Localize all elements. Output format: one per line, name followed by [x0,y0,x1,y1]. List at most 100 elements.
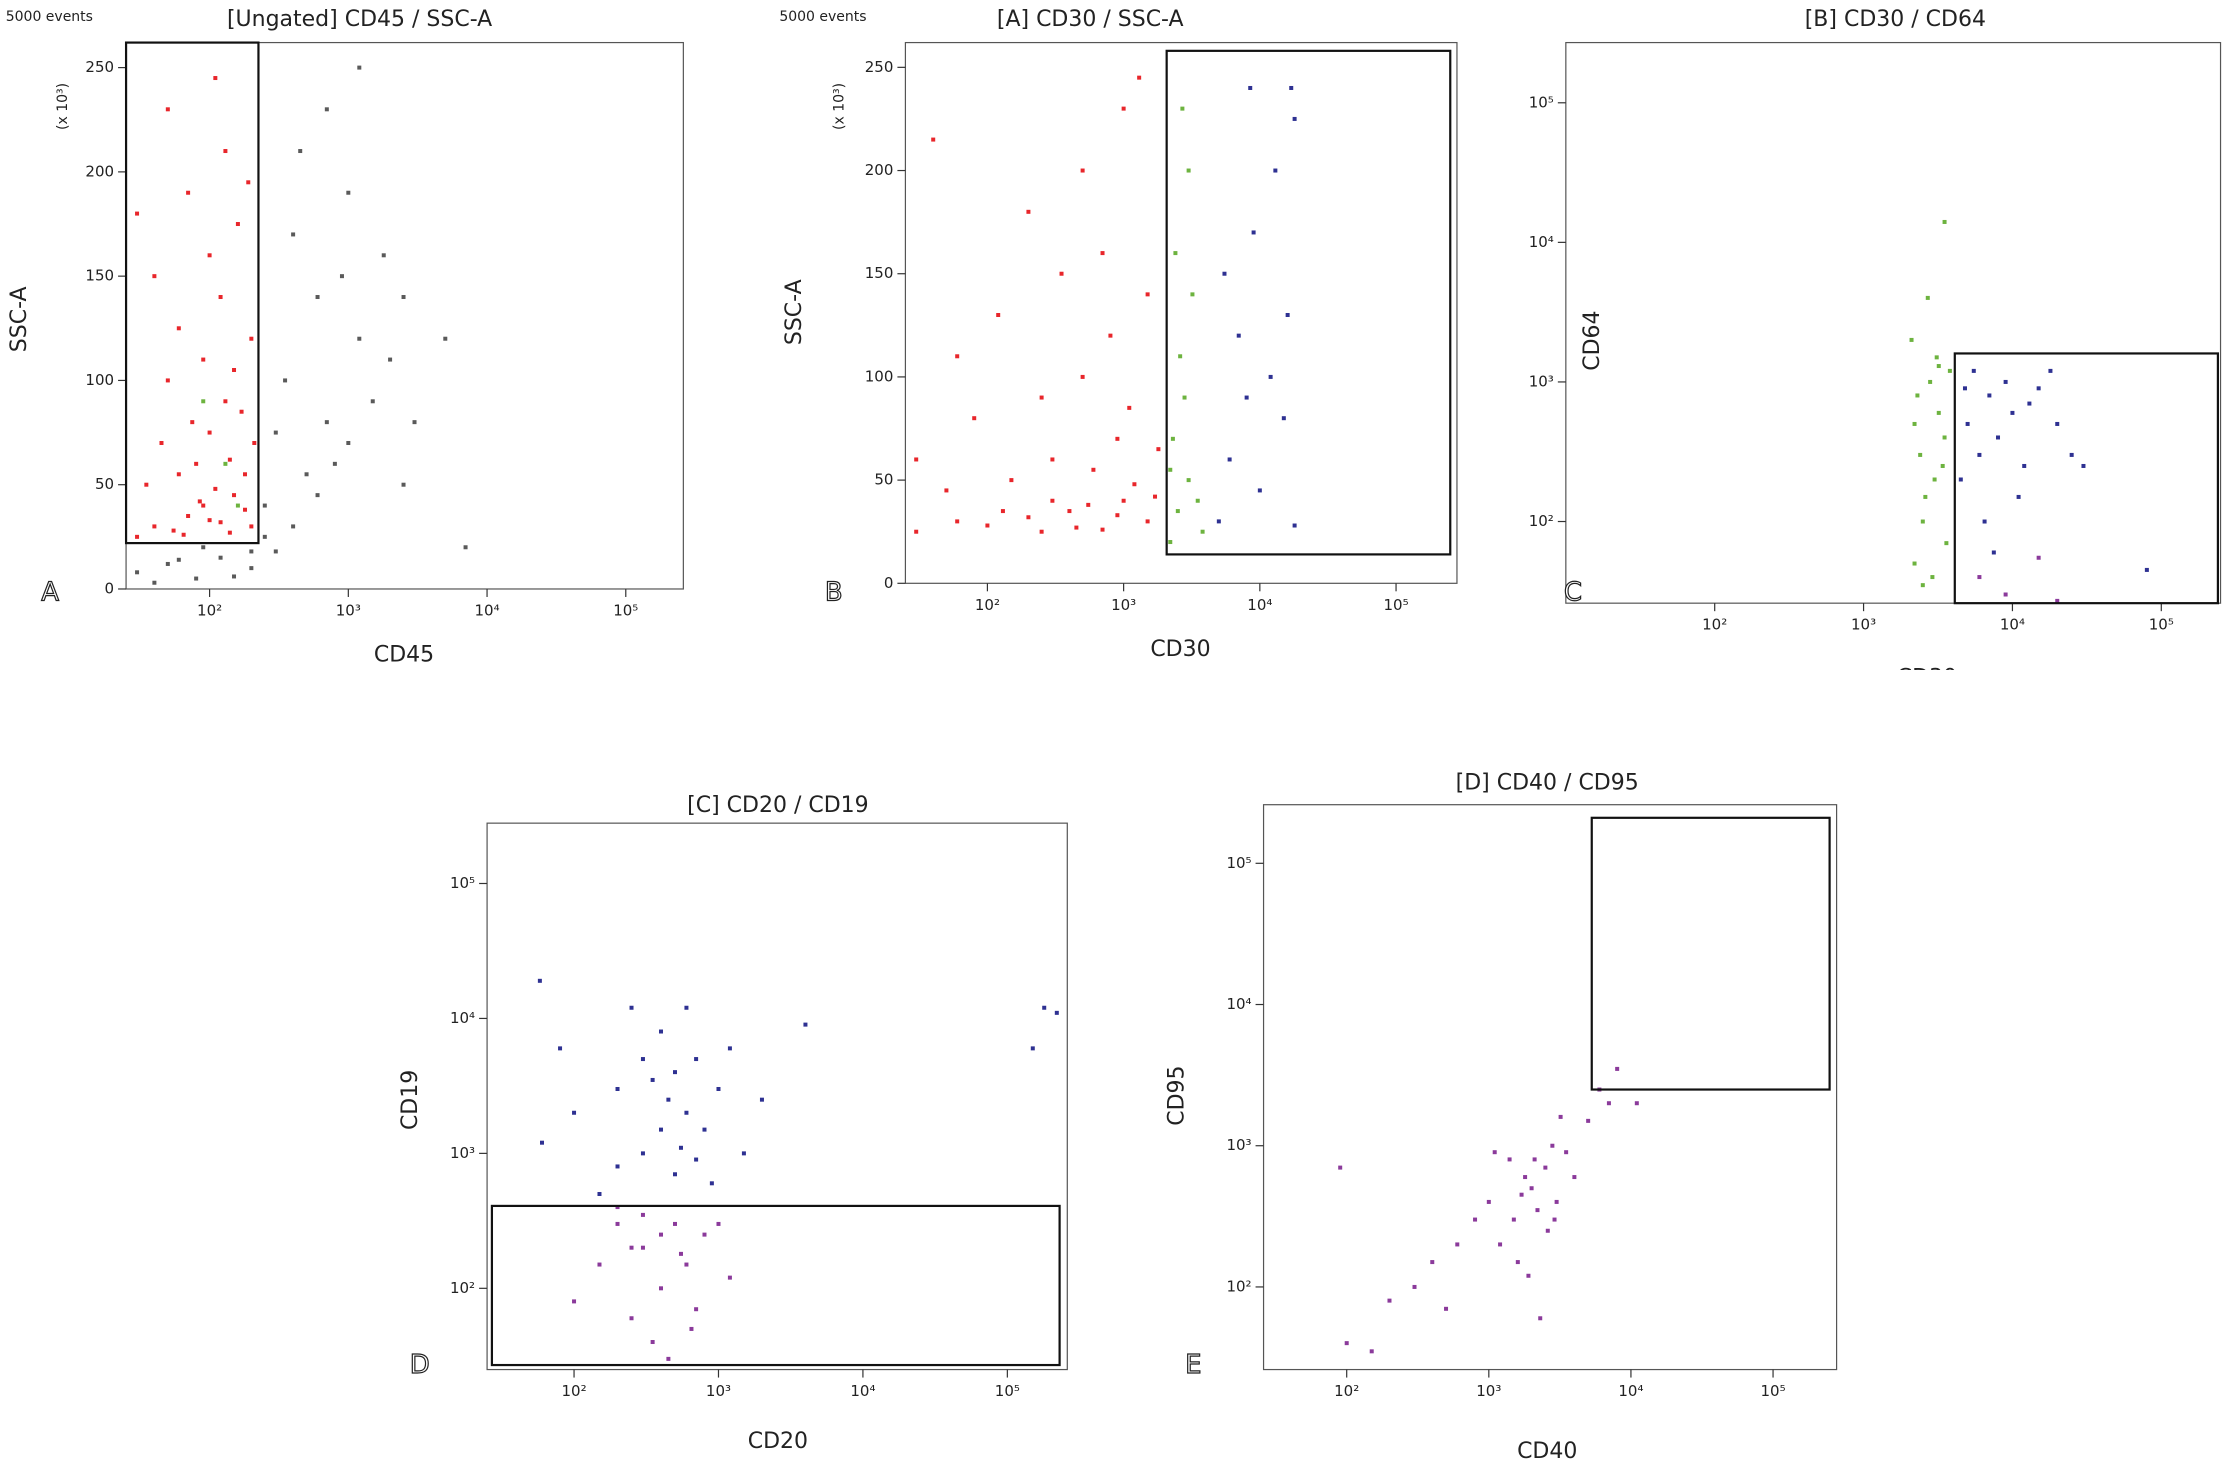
x-tick-label: 10⁴ [2000,616,2025,634]
event-dot [1268,374,1273,379]
event-dot [235,222,240,227]
y-tick-label: 250 [865,58,894,76]
y-tick-label: 0 [884,574,894,592]
x-tick-label: 10² [1702,616,1727,634]
event-dot [218,555,223,560]
event-dot [1543,1165,1548,1170]
event-dot [1634,1101,1639,1106]
y-tick-label: 10⁴ [1226,995,1251,1013]
event-dot [235,503,240,508]
event-dot [213,486,218,491]
event-dot [1200,529,1205,534]
event-dot [1971,368,1976,373]
event-dot [537,978,542,983]
event-dot [2036,555,2041,560]
x-tick-label: 10³ [1851,616,1876,634]
x-tick-label: 10² [975,596,1000,614]
y-tick-label: 0 [105,579,115,597]
event-dot [232,574,237,579]
event-dot [165,107,170,112]
event-dot [1532,1157,1537,1162]
event-dot [1244,395,1249,400]
event-dot [629,1005,634,1010]
event-dot [1050,457,1055,462]
event-dot [1473,1217,1478,1222]
event-dot [252,440,257,445]
event-dot [463,545,468,550]
event-dot [443,336,448,341]
event-dot [1170,436,1175,441]
event-dot [1958,477,1963,482]
event-dot [190,420,195,425]
event-dot [1615,1066,1620,1071]
event-dot [2003,379,2008,384]
event-dot [232,368,237,373]
event-dot [2016,494,2021,499]
event-dot [315,493,320,498]
event-dot [249,524,254,529]
event-dot [1572,1175,1577,1180]
event-dot [759,1097,764,1102]
panel: [B] CD30 / CD64 C CD30 CD64 10² 10³ 10⁴ 10⁵ 10² 1… [1529,7,2222,670]
event-dot [249,336,254,341]
event-dot [1026,209,1031,214]
event-dot [1153,494,1158,499]
event-dot [1248,85,1253,90]
y-tick-label: 150 [865,264,894,282]
event-dot [1486,1199,1491,1204]
event-dot [324,420,329,425]
event-dot [1182,395,1187,400]
chart-title: [Ungated] CD45 / SSC-A [227,7,492,32]
event-dot [218,520,223,525]
x-tick-label: 10³ [1476,1382,1501,1400]
x-tick-label: 10² [1334,1382,1359,1400]
event-dot [1606,1101,1611,1106]
event-dot [1091,467,1096,472]
event-dot [249,566,254,571]
event-dot [1236,333,1241,338]
event-dot [931,137,936,142]
event-dot [1932,477,1937,482]
event-dot [996,313,1001,318]
event-dot [659,1232,664,1237]
event-dot [2055,598,2060,603]
plot-frame [904,41,1458,584]
event-dot [1059,271,1064,276]
event-dot [1281,416,1286,421]
event-dot [659,1286,664,1291]
event-dot [357,336,362,341]
event-dot [283,378,288,383]
event-dot [1009,478,1014,483]
event-dot [716,1221,721,1226]
event-dot [572,1299,577,1304]
panel-letter: E [1185,1350,1201,1380]
event-dot [1039,395,1044,400]
event-dot [1137,75,1142,80]
event-dot [678,1145,683,1150]
event-dot [332,461,337,466]
event-dot [1498,1242,1503,1247]
event-dot [1492,1150,1497,1155]
gate [490,1204,1061,1367]
event-dot [684,1005,689,1010]
event-dot [246,180,251,185]
event-dot [1074,525,1079,530]
event-dot [1042,1005,1047,1010]
event-count: 5000 events [779,9,866,25]
event-dot [152,580,157,585]
event-dot [702,1127,707,1132]
event-dot [1292,116,1297,121]
plot-frame [486,822,1068,1371]
event-dot [159,440,164,445]
event-dot [914,529,919,534]
y-axis-label: CD19 [398,1070,423,1130]
chart-title: [A] CD30 / SSC-A [997,7,1184,32]
event-dot [243,507,248,512]
event-dot [357,65,362,70]
event-dot [1977,575,1982,580]
event-dot [1982,519,1987,524]
event-dot [401,295,406,300]
event-dot [1444,1306,1449,1311]
y-axis-label: CD95 [1165,1065,1190,1125]
event-dot [201,545,206,550]
